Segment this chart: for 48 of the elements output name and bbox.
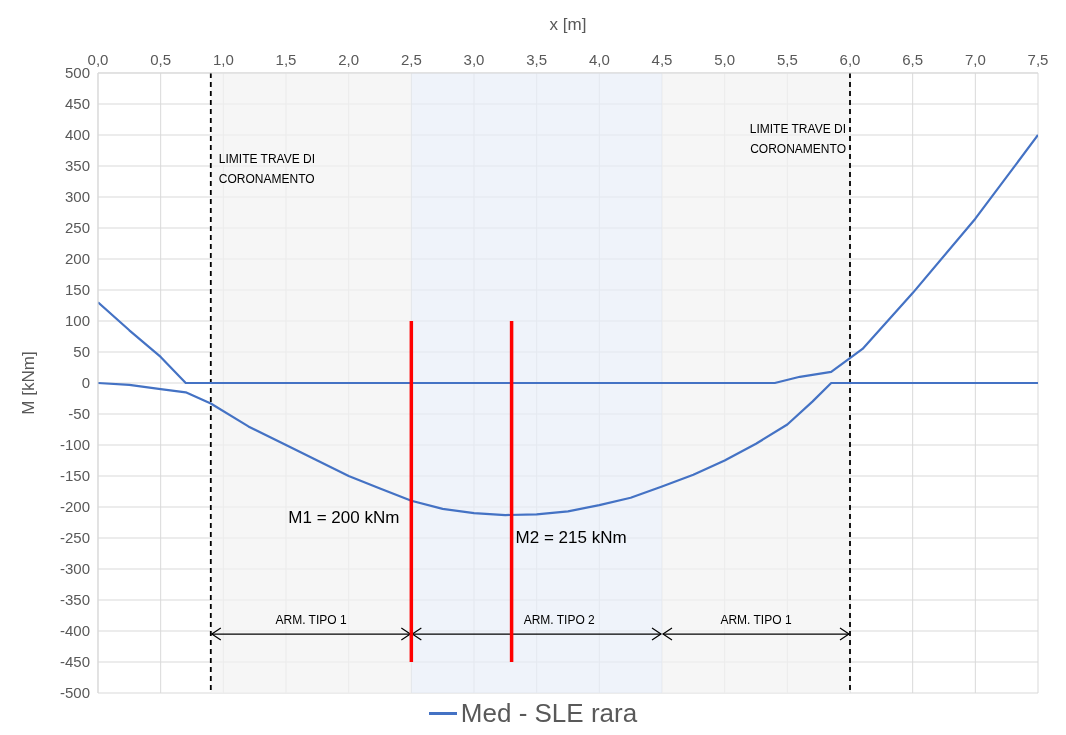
legend-label: Med - SLE rara — [459, 698, 638, 729]
x-tick-label: 7,5 — [1027, 51, 1049, 68]
x-tick-label: 3,5 — [526, 51, 548, 68]
x-tick-label: 7,0 — [964, 51, 986, 68]
annotation: M1 = 200 kNm — [288, 507, 400, 527]
x-tick-label: 6,5 — [902, 51, 924, 68]
x-tick-label: 0,0 — [87, 51, 109, 68]
y-tick-label: -500 — [59, 684, 90, 702]
y-tick-label: -150 — [59, 467, 90, 485]
y-tick-label: -250 — [59, 529, 90, 547]
y-tick-label: 300 — [64, 188, 90, 206]
x-tick-label: 4,5 — [651, 51, 673, 68]
x-tick-label: 5,0 — [714, 51, 736, 68]
y-tick-label: 450 — [64, 95, 90, 113]
y-tick-label: 400 — [64, 126, 90, 144]
y-tick-label: 200 — [64, 250, 90, 268]
y-tick-label: 250 — [64, 219, 90, 237]
x-tick-label: 6,0 — [839, 51, 861, 68]
band-label: ARM. TIPO 1 — [720, 613, 792, 628]
y-tick-label: 350 — [64, 157, 90, 175]
y-tick-label: 0 — [81, 374, 90, 392]
y-tick-label: -200 — [59, 498, 90, 516]
y-tick-label: 100 — [64, 312, 90, 330]
y-tick-label: -350 — [59, 591, 90, 609]
band-label: ARM. TIPO 2 — [523, 613, 596, 628]
x-tick-label: 2,0 — [338, 51, 360, 68]
line-series — [98, 133, 1038, 385]
x-tick-label: 3,0 — [463, 51, 485, 68]
y-tick-label: -100 — [59, 436, 90, 454]
band-label: ARM. TIPO 1 — [275, 613, 347, 628]
y-tick-label: -50 — [68, 405, 90, 423]
ref-line-label: LIMITE TRAVE DI CORONAMENTO — [218, 152, 316, 186]
ref-line-label: LIMITE TRAVE DI CORONAMENTO — [749, 122, 846, 156]
y-tick-label: -450 — [59, 653, 90, 671]
x-tick-label: 4,0 — [588, 51, 610, 68]
y-tick-label: 500 — [64, 64, 90, 82]
x-tick-label: 2,5 — [400, 51, 422, 68]
y-tick-label: 50 — [73, 343, 90, 361]
x-tick-label: 1,5 — [275, 51, 297, 68]
annotation: M2 = 215 kNm — [515, 528, 627, 548]
x-tick-label: 0,5 — [150, 51, 172, 68]
y-tick-label: 150 — [64, 281, 90, 299]
y-tick-label: -300 — [59, 560, 90, 578]
y-tick-label: -400 — [59, 622, 90, 640]
x-axis-title: x [m] — [549, 15, 587, 35]
x-tick-label: 1,0 — [212, 51, 234, 68]
y-axis-title: M [kNm] — [19, 351, 39, 415]
x-tick-label: 5,5 — [776, 51, 798, 68]
